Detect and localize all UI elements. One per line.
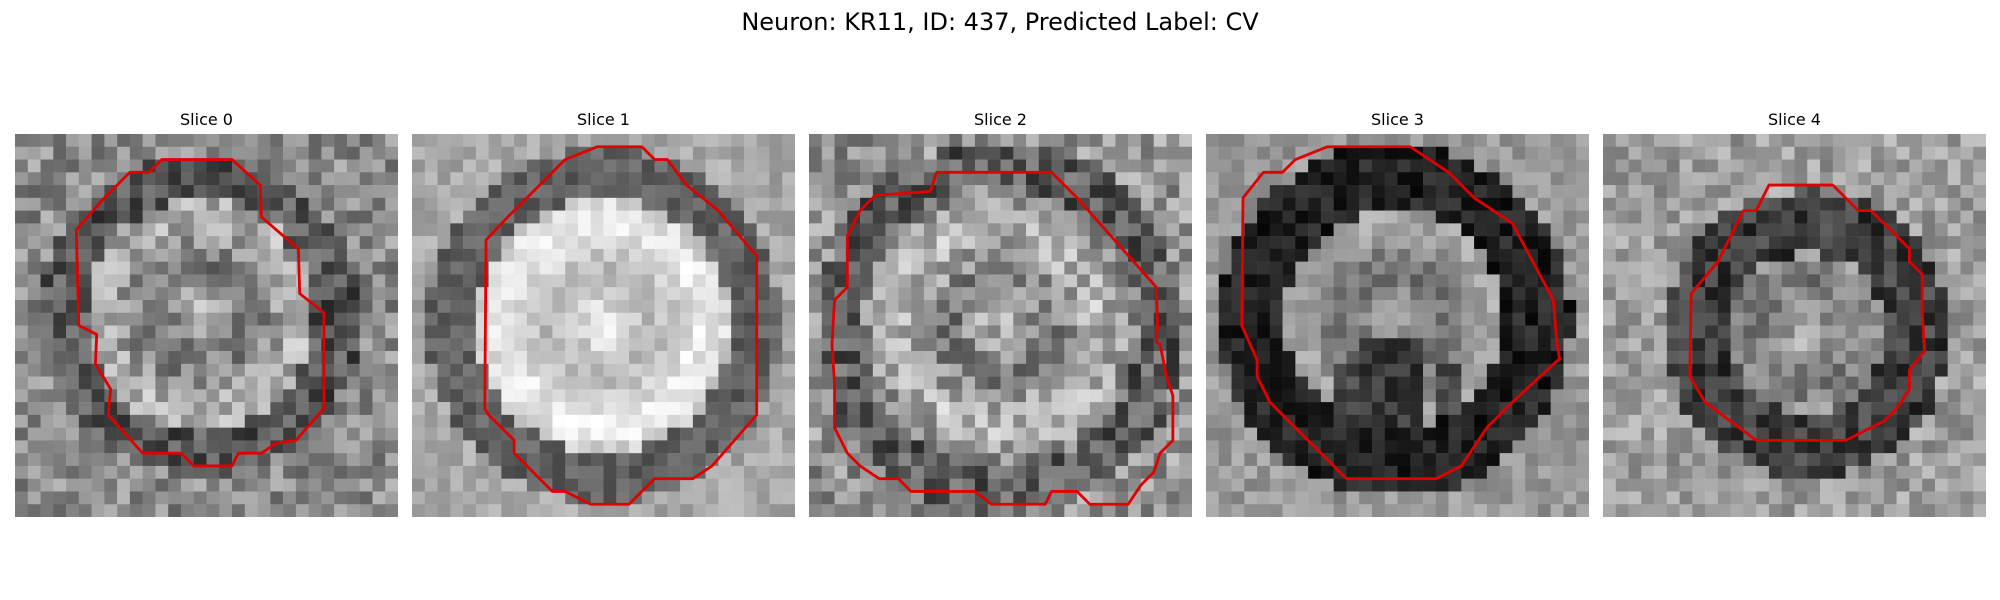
figure-title: Neuron: KR11, ID: 437, Predicted Label: … bbox=[741, 8, 1259, 36]
slice-4-image bbox=[1603, 134, 1986, 517]
slice-1-contour bbox=[483, 145, 759, 506]
slice-1-image bbox=[412, 134, 795, 517]
slice-3-title: Slice 3 bbox=[1371, 110, 1424, 129]
slice-4-title: Slice 4 bbox=[1768, 110, 1821, 129]
slice-3-contour bbox=[1240, 145, 1562, 481]
slice-0-image bbox=[15, 134, 398, 517]
slice-2-title: Slice 2 bbox=[974, 110, 1027, 129]
slice-2-contour bbox=[830, 170, 1175, 506]
slice-2-image bbox=[809, 134, 1192, 517]
slice-4-contour bbox=[1688, 183, 1927, 442]
slice-0-title: Slice 0 bbox=[180, 110, 233, 129]
slice-0-contour bbox=[74, 158, 326, 468]
slice-3-image bbox=[1206, 134, 1589, 517]
slice-1-title: Slice 1 bbox=[577, 110, 630, 129]
